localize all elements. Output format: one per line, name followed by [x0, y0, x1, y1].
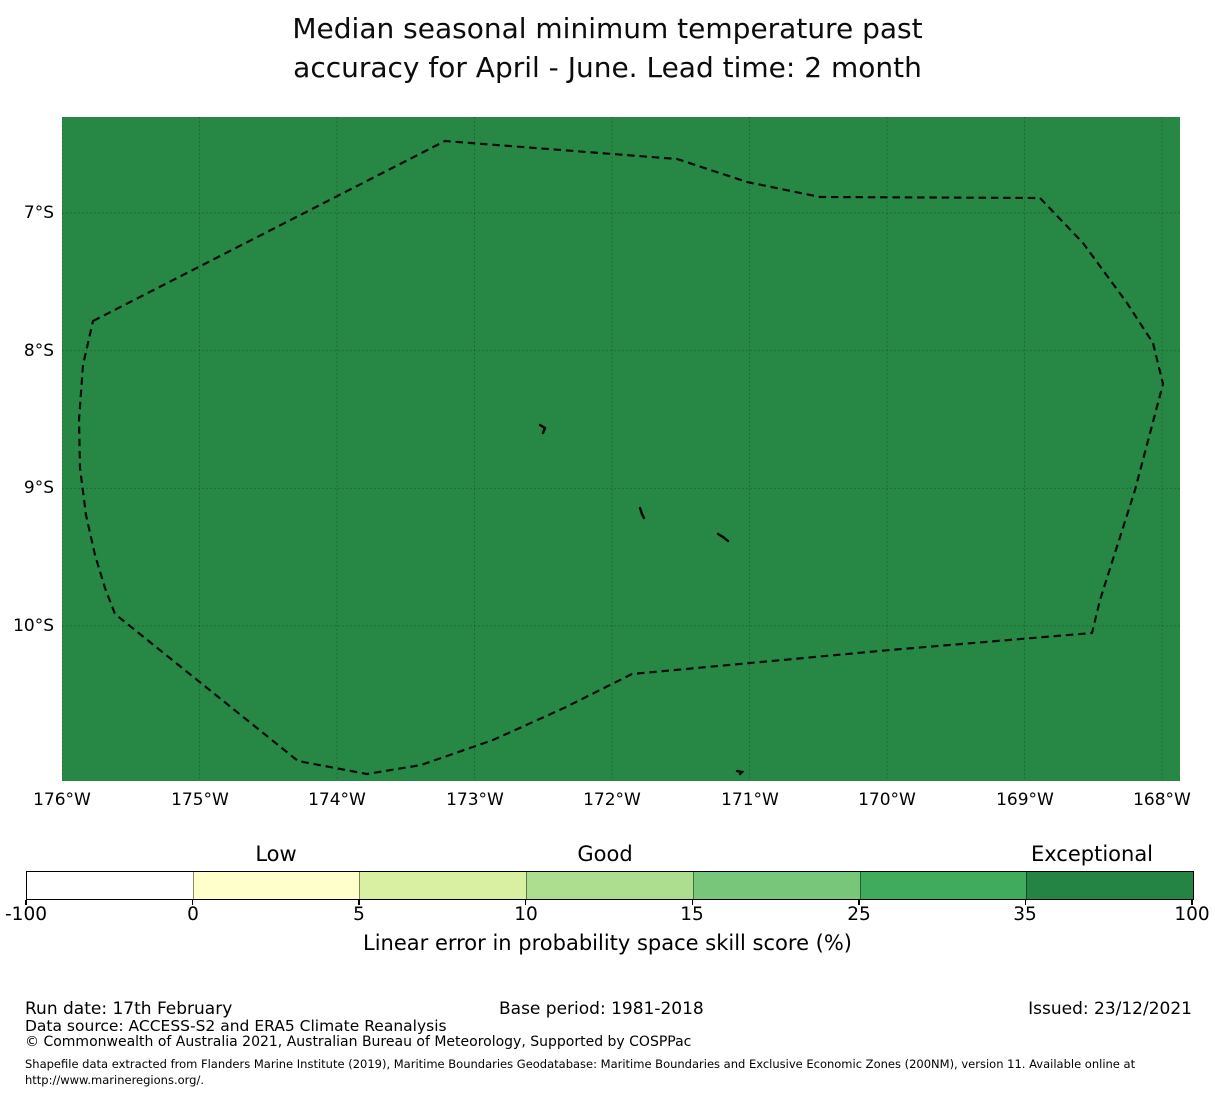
- x-tick-label: 172°W: [583, 790, 641, 810]
- colorbar-segment-2: [359, 872, 527, 899]
- x-tick-label: 170°W: [858, 790, 916, 810]
- colorbar-segment-6: [1026, 872, 1194, 899]
- eez-dashed-boundary: [77, 139, 1165, 776]
- ocean-skill-fill: [62, 117, 1180, 781]
- x-tick-label: 176°W: [33, 790, 91, 810]
- y-tick-label: 10°S: [13, 616, 54, 636]
- run-date-text: Run date: 17th February: [25, 999, 233, 1019]
- colorbar-tick-mark: [691, 900, 693, 905]
- colorbar-category-label-exceptional: Exceptional: [1030, 842, 1154, 866]
- colorbar-tick-mark: [1191, 900, 1193, 905]
- issued-date-text: Issued: 23/12/2021: [1028, 999, 1192, 1019]
- x-tick-label: 173°W: [446, 790, 504, 810]
- colorbar-tick-label: 15: [680, 904, 704, 925]
- island-mark: [638, 506, 646, 520]
- chart-title-line1: Median seasonal minimum temperature past: [292, 12, 923, 45]
- x-tick-label: 169°W: [996, 790, 1054, 810]
- colorbar-category-label-good: Good: [577, 842, 633, 866]
- colorbar-tick-label: 0: [187, 904, 199, 925]
- y-tick-label: 7°S: [23, 203, 54, 223]
- colorbar-segment-1: [192, 872, 360, 899]
- colorbar-axis-label: Linear error in probability space skill …: [363, 931, 852, 955]
- map-canvas: [62, 117, 1180, 781]
- colorbar-tick-mark: [191, 900, 194, 905]
- x-tick-label: 174°W: [308, 790, 366, 810]
- x-tick-label: 168°W: [1133, 790, 1191, 810]
- colorbar: [26, 871, 1194, 900]
- chart-title-line2: accuracy for April - June. Lead time: 2 …: [293, 51, 922, 84]
- y-tick-label: 8°S: [23, 341, 54, 361]
- map-plot: [62, 117, 1180, 781]
- colorbar-tick-label: 5: [353, 904, 365, 925]
- shapefile-attribution-line2: http://www.marineregions.org/.: [25, 1073, 204, 1087]
- island-mark: [735, 769, 745, 776]
- colorbar-segment-0: [27, 872, 193, 899]
- colorbar-tick-label: 35: [1013, 904, 1037, 925]
- copyright-text: © Commonwealth of Australia 2021, Austra…: [25, 1034, 692, 1050]
- data-source-text: Data source: ACCESS-S2 and ERA5 Climate …: [25, 1017, 447, 1035]
- y-tick-label: 9°S: [23, 478, 54, 498]
- colorbar-category-label-low: Low: [255, 842, 297, 866]
- chart-title: Median seasonal minimum temperature past…: [0, 9, 1215, 87]
- colorbar-tick-label: 25: [847, 904, 871, 925]
- colorbar-tick-label: 10: [514, 904, 538, 925]
- x-tick-label: 171°W: [721, 790, 779, 810]
- colorbar-segment-3: [526, 872, 693, 899]
- base-period-text: Base period: 1981-2018: [499, 999, 704, 1019]
- colorbar-tick-label: 100: [1174, 904, 1210, 925]
- shapefile-attribution-line1: Shapefile data extracted from Flanders M…: [25, 1057, 1136, 1071]
- colorbar-tick-label: -100: [5, 904, 47, 925]
- x-tick-label: 175°W: [171, 790, 229, 810]
- colorbar-tick-mark: [525, 900, 527, 905]
- colorbar-segment-5: [859, 872, 1027, 899]
- colorbar-tick-mark: [25, 900, 27, 905]
- colorbar-tick-mark: [858, 900, 860, 905]
- colorbar-tick-mark: [358, 900, 360, 905]
- colorbar-segment-4: [692, 872, 860, 899]
- colorbar-tick-mark: [1024, 900, 1027, 905]
- island-mark: [716, 532, 730, 543]
- island-mark: [538, 423, 547, 435]
